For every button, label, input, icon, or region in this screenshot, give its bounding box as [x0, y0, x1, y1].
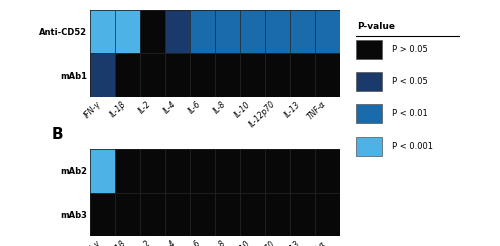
- Text: B: B: [52, 127, 63, 142]
- Bar: [190, 149, 215, 193]
- Bar: [165, 53, 190, 97]
- Bar: [90, 10, 115, 53]
- Text: P < 0.01: P < 0.01: [392, 109, 428, 118]
- Bar: [315, 10, 340, 53]
- Bar: [315, 193, 340, 236]
- Bar: [215, 10, 240, 53]
- Bar: [215, 149, 240, 193]
- Bar: [315, 53, 340, 97]
- FancyBboxPatch shape: [356, 72, 382, 91]
- Bar: [90, 149, 115, 193]
- Text: P < 0.05: P < 0.05: [392, 77, 428, 86]
- FancyBboxPatch shape: [356, 104, 382, 123]
- Bar: [315, 149, 340, 193]
- Bar: [290, 53, 315, 97]
- Bar: [115, 149, 140, 193]
- Bar: [265, 193, 290, 236]
- Bar: [290, 10, 315, 53]
- Bar: [140, 193, 165, 236]
- Bar: [240, 10, 265, 53]
- Bar: [240, 193, 265, 236]
- Bar: [90, 53, 115, 97]
- Text: P > 0.05: P > 0.05: [392, 45, 428, 54]
- Text: P-value: P-value: [357, 22, 395, 31]
- Bar: [140, 149, 165, 193]
- Bar: [190, 10, 215, 53]
- Bar: [115, 10, 140, 53]
- Bar: [140, 53, 165, 97]
- FancyBboxPatch shape: [356, 40, 382, 59]
- Bar: [215, 193, 240, 236]
- Bar: [140, 10, 165, 53]
- Text: P < 0.001: P < 0.001: [392, 142, 433, 151]
- Bar: [240, 53, 265, 97]
- Bar: [290, 149, 315, 193]
- Bar: [240, 149, 265, 193]
- Bar: [115, 193, 140, 236]
- Text: A: A: [52, 0, 63, 3]
- Bar: [115, 53, 140, 97]
- Bar: [165, 149, 190, 193]
- Bar: [190, 193, 215, 236]
- Bar: [165, 10, 190, 53]
- Bar: [265, 53, 290, 97]
- FancyBboxPatch shape: [356, 137, 382, 156]
- Bar: [90, 193, 115, 236]
- Bar: [165, 193, 190, 236]
- Bar: [265, 149, 290, 193]
- Bar: [215, 53, 240, 97]
- Bar: [265, 10, 290, 53]
- Bar: [190, 53, 215, 97]
- Bar: [290, 193, 315, 236]
